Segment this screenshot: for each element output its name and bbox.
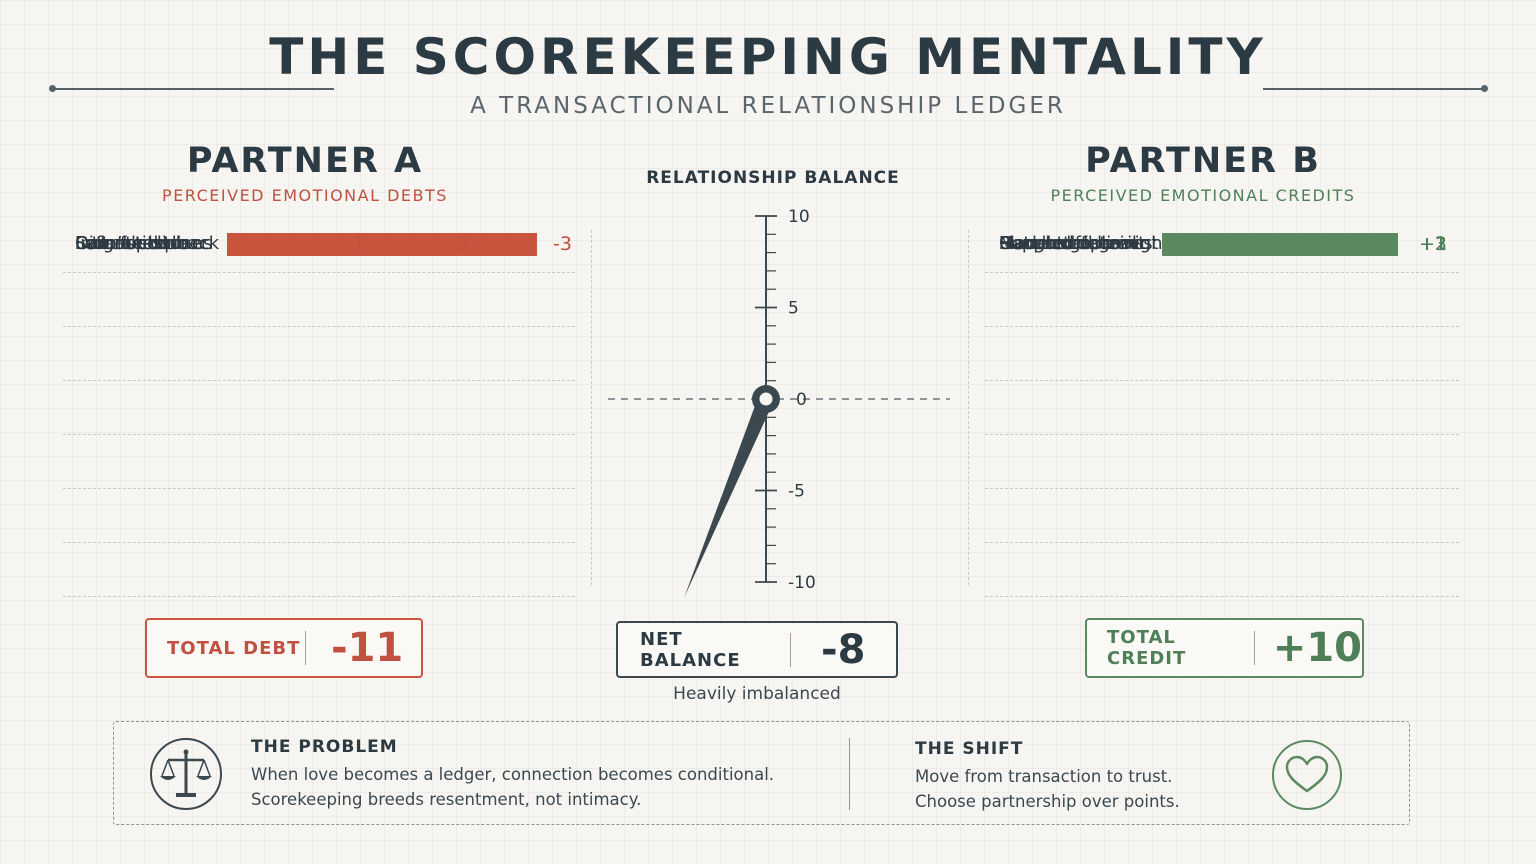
credit-item-label: Supported goal <box>999 233 1137 254</box>
debt-item-label: Canceled plans <box>75 233 213 254</box>
debt-row: Interrupted -1 <box>63 233 575 435</box>
credit-row: Gave compliment +1 <box>985 233 1459 543</box>
debt-row: Forgot chore -2 <box>63 233 575 327</box>
credit-value: +1 <box>1418 233 1447 255</box>
total-credit-value: +10 <box>1272 625 1362 671</box>
header-rule-right-dot <box>1481 85 1488 92</box>
debt-value: -1 <box>346 233 366 255</box>
net-balance-value: -8 <box>821 626 866 673</box>
debt-row: Sarcastic tone -1 <box>63 233 575 597</box>
total-debt-value: -11 <box>331 625 404 671</box>
partner-a-title: PARTNER A <box>186 141 424 181</box>
problem-line-2: Scorekeeping breeds resentment, not inti… <box>251 790 642 809</box>
debt-item-label: Interrupted <box>75 233 177 254</box>
heart-icon <box>1272 740 1342 810</box>
credit-item-label: Bought groceries <box>999 233 1153 254</box>
partner-a-total-box: TOTAL DEBT -11 <box>145 618 423 678</box>
credit-item-label: Handled admin <box>999 233 1137 254</box>
partner-b-total-box: TOTAL CREDIT +10 <box>1085 618 1364 678</box>
debt-value: -2 <box>449 233 469 255</box>
partner-b-ledger: Bought groceries +3 Listened to vent +2 Made… <box>985 219 1459 597</box>
credit-item-label: Planned date night <box>999 233 1170 254</box>
right-column-divider <box>968 230 969 585</box>
footer-divider <box>849 738 850 810</box>
scale-tick-label: -10 <box>788 573 816 593</box>
scale-tick-label: 10 <box>788 207 810 227</box>
credit-row: Planned date night +1 <box>985 233 1459 435</box>
credit-value: +1 <box>1418 233 1447 255</box>
credit-value: +1 <box>1418 233 1447 255</box>
debt-item-label: Left mess <box>75 233 162 254</box>
credit-item-label: Gave compliment <box>999 233 1159 254</box>
net-balance-box: NET BALANCE -8 <box>616 621 898 678</box>
page-title: THE SCOREKEEPING MENTALITY <box>269 28 1267 86</box>
net-balance-label: NET BALANCE <box>640 628 741 671</box>
debt-item-label: Sarcastic tone <box>75 233 203 254</box>
credit-value: +1 <box>1418 233 1447 255</box>
debt-value: -1 <box>346 233 366 255</box>
credit-row: Handled admin +1 <box>985 233 1459 489</box>
debt-item-label: Didn’t text back <box>75 233 220 254</box>
total-credit-label: TOTAL CREDIT <box>1107 627 1187 669</box>
header-rule-left <box>52 88 334 90</box>
debt-row: Canceled plans -1 <box>63 233 575 489</box>
partner-a-ledger: Late for dinner -3 Forgot chore -2 Didn’t te… <box>63 219 575 597</box>
credit-bar <box>1162 233 1241 256</box>
debt-value: -1 <box>346 233 366 255</box>
total-debt-divider <box>305 631 306 665</box>
scale-tick-label: 5 <box>788 299 799 319</box>
credit-value: +2 <box>1418 233 1447 255</box>
debt-item-label: Late for dinner <box>75 233 209 254</box>
credit-value: +3 <box>1418 233 1447 255</box>
debt-value: -1 <box>346 233 366 255</box>
total-credit-divider <box>1253 631 1255 665</box>
debt-value: -3 <box>553 233 572 255</box>
partner-a-subtitle: PERCEIVED EMOTIONAL DEBTS <box>162 186 448 205</box>
partner-b-title: PARTNER B <box>1085 141 1321 181</box>
total-debt-label: TOTAL DEBT <box>167 637 301 659</box>
page-subtitle: A TRANSACTIONAL RELATIONSHIP LEDGER <box>470 93 1066 119</box>
shift-line-1: Move from transaction to trust. <box>915 767 1173 786</box>
header-rule-left-dot <box>49 85 56 92</box>
debt-row: Left mess -1 <box>63 233 575 543</box>
scale-tick-label: 0 <box>796 390 807 410</box>
footer-panel: THE PROBLEM When love becomes a ledger, … <box>113 721 1410 825</box>
credit-item-label: Made coffee <box>999 233 1110 254</box>
needle-pivot-inner <box>759 392 773 406</box>
net-balance-divider <box>790 632 791 667</box>
scales-icon <box>150 738 222 810</box>
debt-value: -2 <box>449 233 469 255</box>
credit-row: Listened to vent +2 <box>985 233 1459 327</box>
header-rule-right <box>1263 88 1485 90</box>
problem-title: THE PROBLEM <box>251 737 398 757</box>
credit-item-label: Listened to vent <box>999 233 1146 254</box>
balance-title: RELATIONSHIP BALANCE <box>646 168 900 188</box>
debt-row: Didn’t text back -2 <box>63 233 575 381</box>
balance-needle <box>684 395 774 598</box>
scale-tick-label: -5 <box>788 482 805 502</box>
shift-line-2: Choose partnership over points. <box>915 792 1180 811</box>
debt-bar <box>227 233 331 256</box>
credit-value: +1 <box>1418 233 1447 255</box>
balance-gauge: 10 5 0 -5 -10 <box>608 207 950 598</box>
partner-b-subtitle: PERCEIVED EMOTIONAL CREDITS <box>1050 186 1356 205</box>
left-column-divider <box>591 230 592 585</box>
net-balance-caption: Heavily imbalanced <box>673 684 841 704</box>
problem-line-1: When love becomes a ledger, connection b… <box>251 765 775 784</box>
credit-row: Supported goal +1 <box>985 233 1459 597</box>
debt-item-label: Forgot chore <box>75 233 189 254</box>
shift-title: THE SHIFT <box>915 739 1024 759</box>
credit-row: Made coffee +1 <box>985 233 1459 381</box>
